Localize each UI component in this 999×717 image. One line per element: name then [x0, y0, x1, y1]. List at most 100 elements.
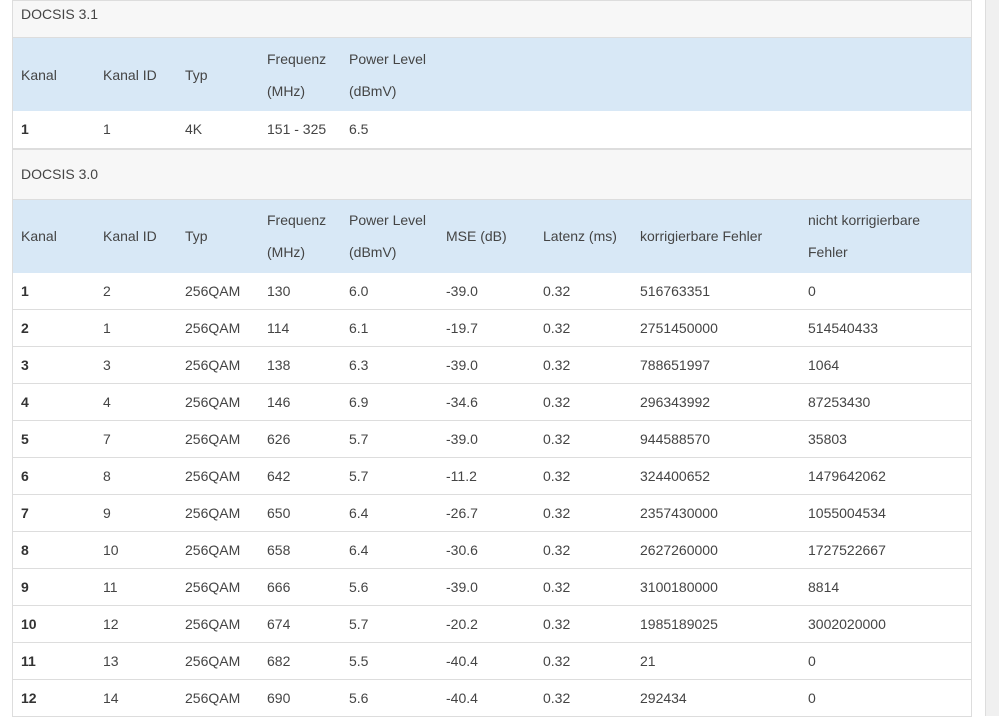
cell: 130: [259, 273, 341, 310]
cell: 0.32: [535, 606, 632, 643]
cell: -39.0: [438, 347, 535, 384]
cell: 256QAM: [177, 310, 259, 347]
cell: 11: [13, 643, 95, 680]
column-header: MSE (dB): [438, 200, 535, 273]
cell: 21: [632, 643, 800, 680]
cell: 0.32: [535, 421, 632, 458]
cell: 626: [259, 421, 341, 458]
row-filler: [438, 111, 971, 148]
cell: 4: [95, 384, 177, 421]
cell: 35803: [800, 421, 971, 458]
cell: 642: [259, 458, 341, 495]
cell: 324400652: [632, 458, 800, 495]
cell: 0.32: [535, 384, 632, 421]
cell: 256QAM: [177, 532, 259, 569]
cell: 256QAM: [177, 606, 259, 643]
column-header: Kanal ID: [95, 200, 177, 273]
cell: 3002020000: [800, 606, 971, 643]
cell: 7: [95, 421, 177, 458]
cell: -34.6: [438, 384, 535, 421]
cell: 114: [259, 310, 341, 347]
section-title: DOCSIS 3.1: [13, 0, 971, 38]
cell: 3: [13, 347, 95, 384]
scrollbar[interactable]: [985, 0, 999, 716]
cell: 5: [13, 421, 95, 458]
cell: 8814: [800, 569, 971, 606]
cell: 256QAM: [177, 421, 259, 458]
column-header: nicht korrigierbare Fehler: [800, 200, 971, 273]
cell: 1479642062: [800, 458, 971, 495]
cell: 6.3: [341, 347, 438, 384]
cell: 256QAM: [177, 458, 259, 495]
cell: 151 - 325: [259, 111, 341, 148]
cell: 1055004534: [800, 495, 971, 532]
column-header: Power Level (dBmV): [341, 200, 438, 273]
cell: 4K: [177, 111, 259, 148]
cell: 690: [259, 680, 341, 717]
cell: 1727522667: [800, 532, 971, 569]
column-header: Kanal: [13, 38, 95, 111]
cell: 674: [259, 606, 341, 643]
cell: -19.7: [438, 310, 535, 347]
cell: 2: [95, 273, 177, 310]
cell: 5.7: [341, 421, 438, 458]
column-header: Typ: [177, 38, 259, 111]
cell: 3: [95, 347, 177, 384]
cell: 4: [13, 384, 95, 421]
cell: 944588570: [632, 421, 800, 458]
cell: 256QAM: [177, 384, 259, 421]
cell: 0.32: [535, 495, 632, 532]
cell: 658: [259, 532, 341, 569]
cell: 666: [259, 569, 341, 606]
cell: 296343992: [632, 384, 800, 421]
cell: 3100180000: [632, 569, 800, 606]
cell: 5.6: [341, 569, 438, 606]
cell: 0.32: [535, 532, 632, 569]
cell: 1: [13, 273, 95, 310]
column-header: Typ: [177, 200, 259, 273]
cell: 6.4: [341, 495, 438, 532]
cell: 11: [95, 569, 177, 606]
cell: 6: [13, 458, 95, 495]
cell: 682: [259, 643, 341, 680]
cell: 9: [95, 495, 177, 532]
cell: 516763351: [632, 273, 800, 310]
cell: 138: [259, 347, 341, 384]
cell: 2751450000: [632, 310, 800, 347]
cell: -39.0: [438, 421, 535, 458]
cell: 87253430: [800, 384, 971, 421]
cell: 5.7: [341, 458, 438, 495]
cell: 650: [259, 495, 341, 532]
cell: 256QAM: [177, 347, 259, 384]
column-header: Frequenz (MHz): [259, 38, 341, 111]
cell: 292434: [632, 680, 800, 717]
cell: 12: [13, 680, 95, 717]
cell: 146: [259, 384, 341, 421]
cell: 6.9: [341, 384, 438, 421]
cell: 1: [13, 111, 95, 148]
cell: 256QAM: [177, 643, 259, 680]
cell: 14: [95, 680, 177, 717]
cell: -39.0: [438, 273, 535, 310]
section-title: DOCSIS 3.0: [13, 149, 971, 200]
cell: 0.32: [535, 643, 632, 680]
column-header: korrigierbare Fehler: [632, 200, 800, 273]
cell: 6.4: [341, 532, 438, 569]
cell: -11.2: [438, 458, 535, 495]
cell: 788651997: [632, 347, 800, 384]
cell: 1: [95, 111, 177, 148]
cell: 256QAM: [177, 680, 259, 717]
cell: -30.6: [438, 532, 535, 569]
